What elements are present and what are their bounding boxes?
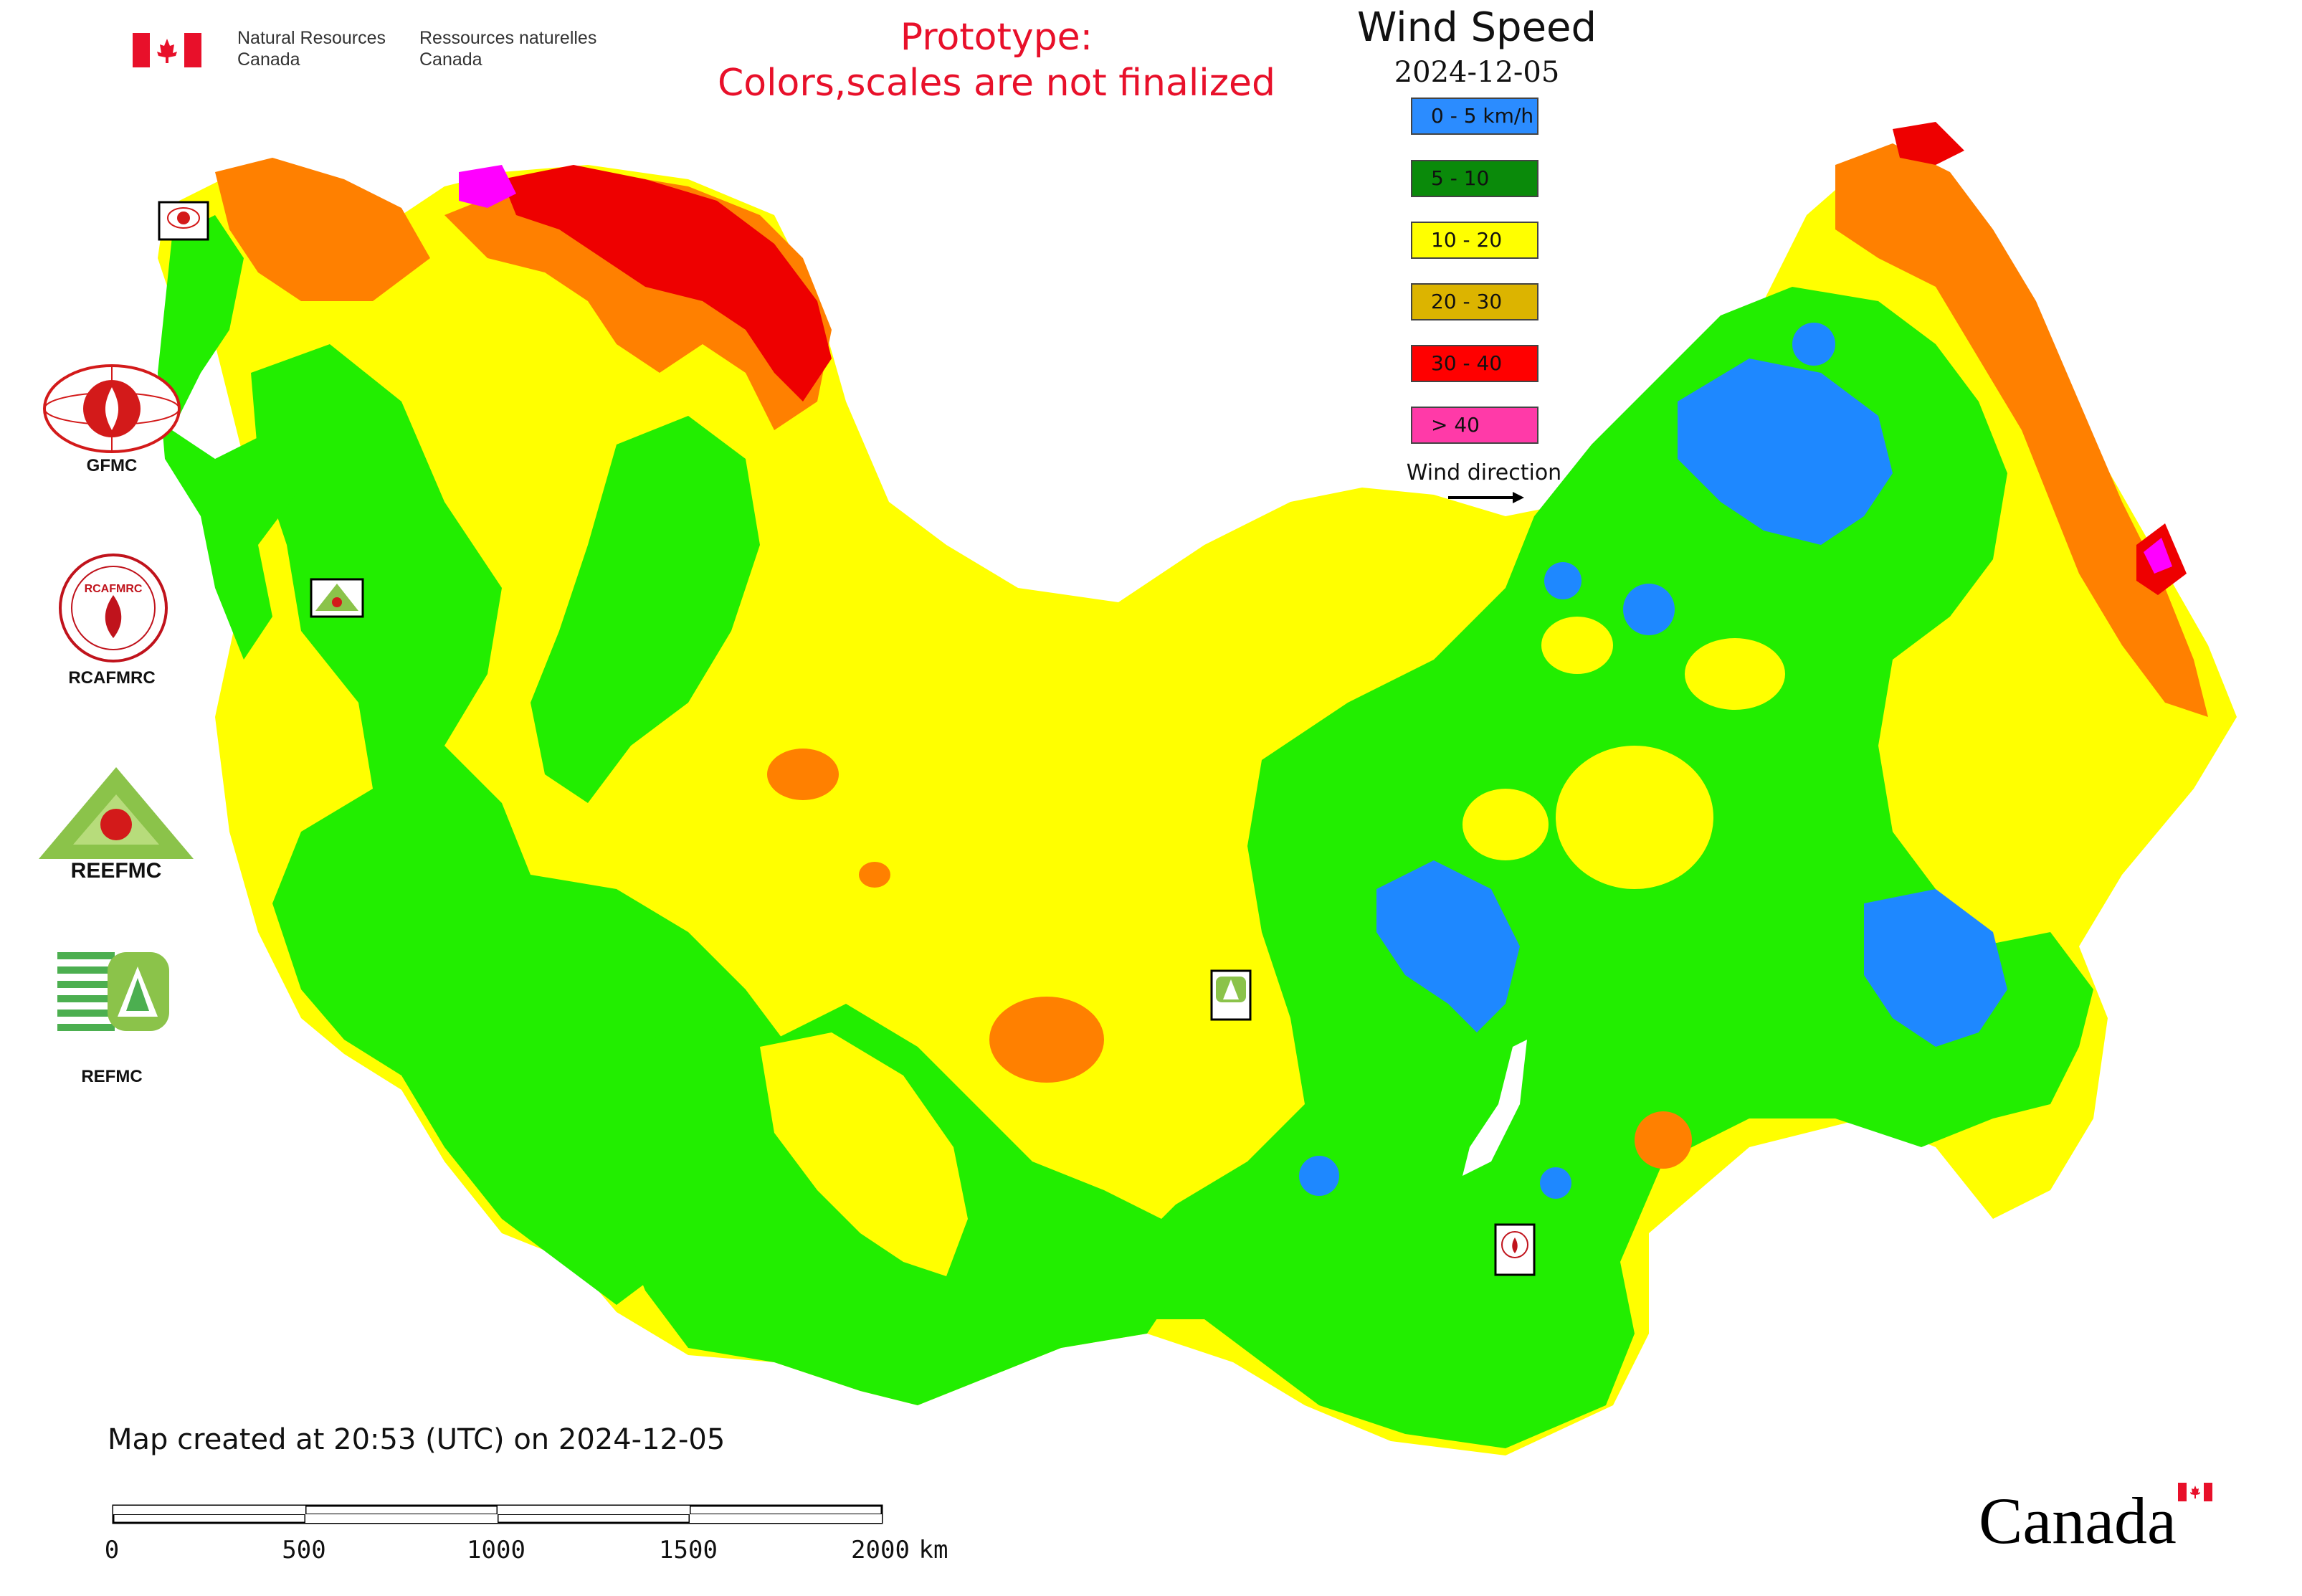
magenta-patch-kamchatka [2144,538,2172,574]
canada-wordmark-text: Canada [1979,1484,2177,1557]
dept-name-en-line1: Natural Resources [237,28,386,48]
gfmc-map-marker-icon [158,201,209,241]
orange-patch-west-siberia [767,749,839,800]
orange-patch-3 [859,862,890,888]
refmc-logo-icon [57,945,172,1038]
blue-spot-3 [1544,562,1582,599]
orange-patch-central [989,997,1104,1083]
orange-region-chukotka [1835,143,2208,717]
legend-item-over-40: > 40 [1411,407,1538,444]
scale-tick-1500: 1500 [659,1536,718,1564]
dept-name-fr-line2: Canada [419,49,482,70]
lake-baikal [1462,1040,1527,1176]
blue-spot-2 [1623,584,1675,635]
dept-name-en-line2: Canada [237,49,300,70]
magenta-patch-north [459,165,516,208]
green-region-northwest [158,215,301,660]
wind-direction-label: Wind direction [1406,460,1562,485]
yellow-patch-east-2 [1685,638,1785,710]
canada-wordmark: Canada [1979,1483,2222,1562]
government-header: Natural Resources Canada Ressources natu… [133,27,606,77]
rcafmrc-label: RCAFMRC [68,668,156,688]
wordmark-flag-icon [2178,1483,2212,1501]
prototype-notice: Prototype: Colors,scales are not finaliz… [617,14,1376,106]
scale-unit: km [918,1536,948,1564]
red-patch-chukotka [1893,122,1964,165]
blue-spot-4 [1540,1167,1571,1199]
red-region-barents [502,165,832,402]
blue-region-northeast [1678,358,1893,545]
prototype-notice-line1: Prototype: [900,16,1093,59]
blue-region-southeast [1864,889,2007,1047]
dept-name-fr: Ressources naturelles Canada [419,27,596,70]
reefmc-logo-text: REEFMC [71,859,162,880]
orange-patch-southeast [1635,1111,1692,1169]
gfmc-logo-icon [43,364,181,453]
prototype-notice-line2: Colors,scales are not finalized [717,62,1276,105]
yellow-patch-east [1556,746,1713,889]
scale-tick-1000: 1000 [467,1536,525,1564]
wind-direction-arrow-icon [1448,492,1524,503]
scale-tick-2000: 2000 [851,1536,910,1564]
blue-spot-5 [1792,323,1835,366]
map-created-text: Map created at 20:53 (UTC) on 2024-12-05 [108,1423,726,1456]
yellow-patch-east-4 [1541,617,1613,674]
yellow-region-kazakhstan [760,1032,968,1276]
legend-item-30-40: 30 - 40 [1411,345,1538,382]
green-region-west-siberia [531,416,760,803]
dept-name-fr-line1: Ressources naturelles [419,28,597,48]
blue-region-central-east [1376,860,1520,1032]
reefmc-map-marker-icon [310,578,364,618]
orange-region-kola [215,158,430,301]
refmc-label: REFMC [81,1067,143,1086]
reefmc-logo-icon: REEFMC [39,767,194,880]
map-title: Wind Speed [1356,4,1597,51]
legend-item-5-10: 5 - 10 [1411,160,1538,197]
dept-name-en: Natural Resources Canada [237,27,386,70]
map-date: 2024-12-05 [1394,56,1560,89]
rcafmrc-logo-icon: RCAFMRC [59,554,168,662]
yellow-patch-east-3 [1462,789,1549,860]
gfmc-label: GFMC [86,456,138,475]
blue-spot-1 [1299,1156,1339,1196]
legend-item-0-5: 0 - 5 km/h [1411,98,1538,135]
scale-tick-0: 0 [104,1536,120,1564]
rcafmrc-logo-text: RCAFMRC [85,583,143,595]
canada-flag-icon [133,33,201,67]
rcafmrc-map-marker-icon [1494,1223,1536,1276]
scale-bar [112,1504,883,1524]
legend-item-20-30: 20 - 30 [1411,283,1538,320]
refmc-map-marker-icon [1210,969,1252,1021]
scale-tick-500: 500 [282,1536,326,1564]
legend-item-10-20: 10 - 20 [1411,222,1538,259]
